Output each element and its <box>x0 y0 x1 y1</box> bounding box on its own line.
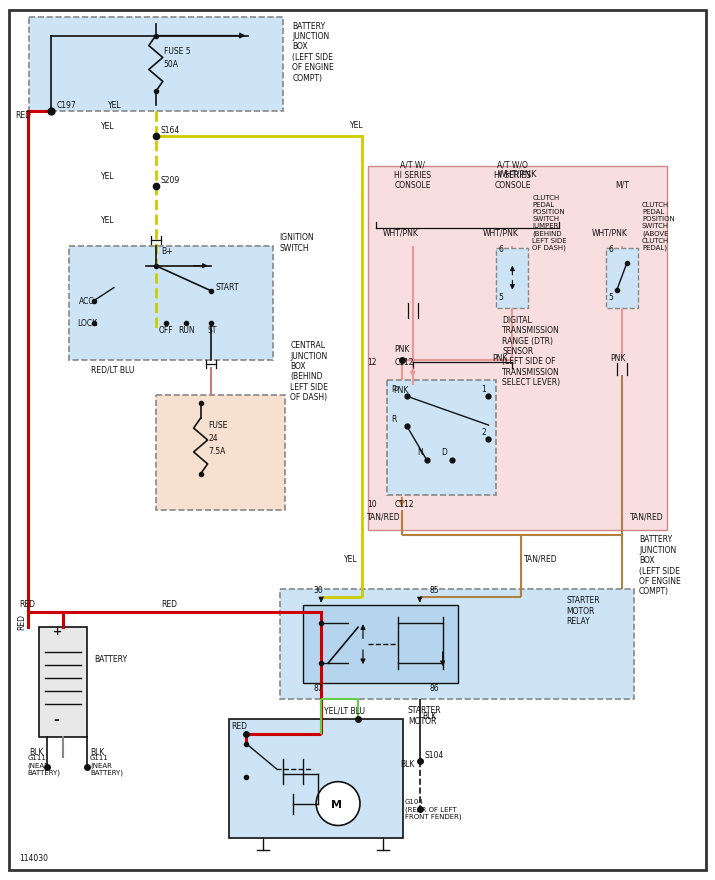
Text: YEL: YEL <box>101 122 114 131</box>
Text: WHT/PNK: WHT/PNK <box>592 229 628 238</box>
Text: S209: S209 <box>161 176 180 185</box>
Text: 86: 86 <box>430 684 439 693</box>
Text: YEL: YEL <box>101 216 114 225</box>
Text: OFF: OFF <box>159 326 174 335</box>
Text: BATTERY
JUNCTION
BOX
(LEFT SIDE
OF ENGINE
COMPT): BATTERY JUNCTION BOX (LEFT SIDE OF ENGIN… <box>292 22 334 83</box>
Bar <box>387 380 496 495</box>
Text: -: - <box>53 713 59 727</box>
Text: G111
(NEAR
BATTERY): G111 (NEAR BATTERY) <box>27 755 60 776</box>
Text: DIGITAL
TRANSMISSION
RANGE (DTR)
SENSOR
(LEFT SIDE OF
TRANSMISSION
SELECT LEVER): DIGITAL TRANSMISSION RANGE (DTR) SENSOR … <box>503 316 561 387</box>
Text: LOCK: LOCK <box>77 319 97 328</box>
Text: YEL: YEL <box>350 121 364 130</box>
Bar <box>280 590 634 699</box>
Text: P: P <box>391 385 395 394</box>
Text: STARTER
MOTOR: STARTER MOTOR <box>408 707 441 726</box>
Text: RED/LT BLU: RED/LT BLU <box>91 365 134 374</box>
Text: 87: 87 <box>313 684 322 693</box>
Text: RED: RED <box>232 722 247 731</box>
Text: BLK: BLK <box>90 748 104 757</box>
Text: G104
(REAR OF LEFT
FRONT FENDER): G104 (REAR OF LEFT FRONT FENDER) <box>405 799 461 820</box>
Text: STARTER
MOTOR
RELAY: STARTER MOTOR RELAY <box>566 597 600 627</box>
Text: R: R <box>391 415 396 424</box>
Text: B+: B+ <box>161 246 172 256</box>
Bar <box>29 17 283 111</box>
Text: 6: 6 <box>498 245 503 253</box>
Text: 24: 24 <box>209 434 218 443</box>
Bar <box>496 248 528 307</box>
Text: WHT/PNK: WHT/PNK <box>498 169 537 178</box>
Text: START: START <box>215 282 239 291</box>
Bar <box>39 627 87 737</box>
Text: 6: 6 <box>608 245 613 253</box>
Text: ST: ST <box>207 326 217 335</box>
Bar <box>229 719 403 839</box>
Bar <box>368 166 667 530</box>
Text: PNK: PNK <box>393 386 408 395</box>
Text: C112: C112 <box>395 500 415 509</box>
Text: TAN/RED: TAN/RED <box>630 513 664 522</box>
Text: 5: 5 <box>498 292 503 302</box>
Text: S164: S164 <box>161 126 180 136</box>
Bar <box>69 246 273 360</box>
Circle shape <box>316 781 360 825</box>
Text: BLK: BLK <box>400 759 414 769</box>
Text: 10: 10 <box>367 500 377 509</box>
Text: YEL: YEL <box>344 554 358 563</box>
Text: RED: RED <box>17 614 26 630</box>
Text: YEL: YEL <box>101 172 114 181</box>
Text: PNK: PNK <box>610 355 626 363</box>
Text: FUSE: FUSE <box>209 421 228 430</box>
Text: N: N <box>417 448 423 457</box>
Text: RUN: RUN <box>179 326 195 335</box>
Text: 2: 2 <box>481 428 486 437</box>
Text: BLK: BLK <box>29 748 44 757</box>
Bar <box>606 248 638 307</box>
Text: BATTERY: BATTERY <box>94 655 127 664</box>
Text: S104: S104 <box>425 751 444 759</box>
Text: 50A: 50A <box>164 61 179 70</box>
Text: 30: 30 <box>313 586 323 596</box>
Bar <box>303 605 458 683</box>
Bar <box>156 395 285 510</box>
Text: 5: 5 <box>608 292 613 302</box>
Text: WHT/PNK: WHT/PNK <box>483 229 518 238</box>
Text: IGNITION
SWITCH: IGNITION SWITCH <box>280 233 314 253</box>
Text: 85: 85 <box>430 586 439 596</box>
Text: A/T W/
HI SERIES
CONSOLE: A/T W/ HI SERIES CONSOLE <box>394 160 431 190</box>
Text: C197: C197 <box>56 101 76 110</box>
Text: TAN/RED: TAN/RED <box>524 554 558 563</box>
Text: 114030: 114030 <box>19 854 49 863</box>
Text: CLUTCH
PEDAL
POSITION
SWITCH
(ABOVE
CLUTCH
PEDAL): CLUTCH PEDAL POSITION SWITCH (ABOVE CLUT… <box>642 202 675 252</box>
Text: RED: RED <box>15 111 31 121</box>
Text: 12: 12 <box>367 358 377 367</box>
Text: YEL/LT BLU: YEL/LT BLU <box>324 707 365 716</box>
Text: ACC: ACC <box>79 297 94 305</box>
Text: +: + <box>53 627 62 637</box>
Text: D: D <box>442 448 448 457</box>
Text: PNK: PNK <box>394 345 409 355</box>
Text: BLK: BLK <box>423 712 437 721</box>
Text: BATTERY
JUNCTION
BOX
(LEFT SIDE
OF ENGINE
COMPT): BATTERY JUNCTION BOX (LEFT SIDE OF ENGIN… <box>639 535 681 597</box>
Text: M: M <box>331 800 342 810</box>
Text: FUSE 5: FUSE 5 <box>164 47 190 55</box>
Text: PNK: PNK <box>493 355 508 363</box>
Text: G111
(NEAR
BATTERY): G111 (NEAR BATTERY) <box>90 755 123 776</box>
Text: CLUTCH
PEDAL
POSITION
SWITCH
JUMPER
(BEHIND
LEFT SIDE
OF DASH): CLUTCH PEDAL POSITION SWITCH JUMPER (BEH… <box>533 195 567 252</box>
Text: 7.5A: 7.5A <box>209 447 226 456</box>
Text: C112: C112 <box>395 358 415 367</box>
Text: RED: RED <box>19 600 35 609</box>
Text: WHT/PNK: WHT/PNK <box>383 229 419 238</box>
Text: A/T W/O
HI SERIES
CONSOLE: A/T W/O HI SERIES CONSOLE <box>494 160 531 190</box>
Text: TAN/RED: TAN/RED <box>367 513 400 522</box>
Text: 1: 1 <box>481 385 486 394</box>
Text: CENTRAL
JUNCTION
BOX
(BEHIND
LEFT SIDE
OF DASH): CENTRAL JUNCTION BOX (BEHIND LEFT SIDE O… <box>290 341 328 402</box>
Text: RED: RED <box>161 600 177 609</box>
Text: M/T: M/T <box>615 181 629 190</box>
Text: YEL: YEL <box>108 101 122 110</box>
